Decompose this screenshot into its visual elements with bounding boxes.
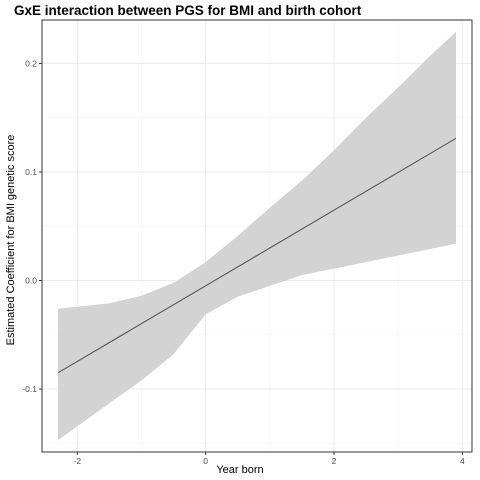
y-tick-label: 0.2 xyxy=(25,58,37,68)
y-tick-label: 0.1 xyxy=(25,167,37,177)
chart-title: GxE interaction between PGS for BMI and … xyxy=(14,3,362,18)
x-tick-label: 0 xyxy=(203,456,208,466)
y-tick-label: -0.1 xyxy=(22,384,37,394)
confidence-ribbon xyxy=(58,31,456,441)
series-line xyxy=(57,137,457,374)
y-tick-label: 0.0 xyxy=(25,276,37,286)
x-tick-label: -2 xyxy=(74,456,82,466)
x-tick-label: 4 xyxy=(460,456,465,466)
panel-border xyxy=(41,19,473,453)
x-axis-label: Year born xyxy=(216,464,264,476)
x-tick-label: 2 xyxy=(332,456,337,466)
y-axis-label: Estimated Coefficient for BMI genetic sc… xyxy=(5,134,17,346)
